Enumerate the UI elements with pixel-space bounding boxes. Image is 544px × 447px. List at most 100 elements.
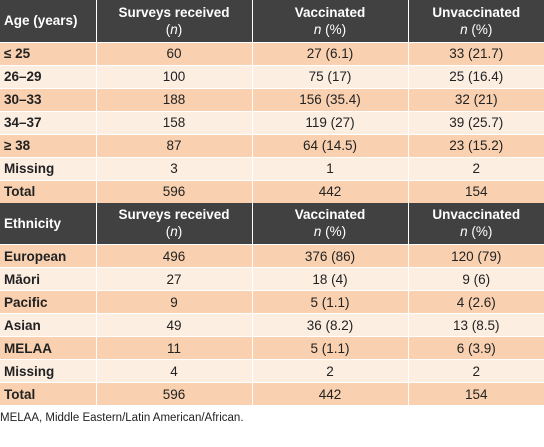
cell-unvaccinated: 39 (25.7): [407, 110, 544, 134]
cell-received: 87: [95, 133, 252, 157]
header-subtitle-suffix: (%): [321, 224, 347, 240]
cell-unvaccinated: 9 (6): [407, 267, 544, 291]
ethnicity-header-cell: Surveys received (n): [95, 202, 252, 245]
cell-unvaccinated: 2: [407, 359, 544, 383]
header-subtitle: n (%): [413, 223, 541, 240]
header-title: Age (years): [4, 13, 78, 29]
table-row: 26–29 100 75 (17) 25 (16.4): [0, 64, 544, 88]
header-subtitle-suffix: ): [177, 21, 183, 37]
footnote: MELAA, Middle Eastern/Latin American/Afr…: [0, 412, 244, 424]
cell-vaccinated: 376 (86): [251, 244, 408, 268]
age-header-cell: Unvaccinated n (%): [407, 0, 544, 42]
cell-received: 188: [95, 87, 252, 111]
header-title: Unvaccinated: [432, 207, 521, 223]
survey-table: Age (years) Surveys received (n) Vaccinated…: [0, 0, 544, 405]
header-title: Vaccinated: [294, 207, 366, 223]
ethnicity-header-cell: Vaccinated n (%): [251, 202, 408, 245]
row-label: ≥ 38: [0, 133, 96, 157]
table-row: 30–33 188 156 (35.4) 32 (21): [0, 87, 544, 111]
cell-vaccinated: 156 (35.4): [251, 87, 408, 111]
table-row: Total 596 442 154: [0, 179, 544, 203]
cell-received: 11: [95, 336, 252, 360]
table-row: Pacific 9 5 (1.1) 4 (2.6): [0, 290, 544, 314]
header-title: Surveys received: [118, 4, 230, 20]
header-subtitle-suffix: (%): [321, 21, 347, 37]
cell-unvaccinated: 120 (79): [407, 244, 544, 268]
cell-vaccinated: 5 (1.1): [251, 336, 408, 360]
header-title: Surveys received: [118, 207, 230, 223]
table-row: Total 596 442 154: [0, 382, 544, 405]
cell-vaccinated: 18 (4): [251, 267, 408, 291]
header-subtitle-suffix: (%): [467, 21, 493, 37]
ethnicity-header-row: Ethnicity Surveys received (n) Vaccinated n …: [0, 202, 544, 245]
table-row: ≤ 25 60 27 (6.1) 33 (21.7): [0, 41, 544, 65]
header-subtitle-suffix: (%): [467, 224, 493, 240]
cell-vaccinated: 1: [251, 156, 408, 180]
header-subtitle-prefix: (: [165, 224, 171, 240]
table-row: MELAA 11 5 (1.1) 6 (3.9): [0, 336, 544, 360]
age-header-cell: Vaccinated n (%): [251, 0, 408, 42]
age-header-row: Age (years) Surveys received (n) Vaccinated…: [0, 0, 544, 42]
cell-vaccinated: 442: [251, 179, 408, 203]
cell-unvaccinated: 13 (8.5): [407, 313, 544, 337]
row-label: Total: [0, 179, 96, 203]
header-subtitle-suffix: ): [177, 224, 183, 240]
cell-vaccinated: 119 (27): [251, 110, 408, 134]
cell-vaccinated: 2: [251, 359, 408, 383]
header-subtitle-n: n: [313, 224, 322, 240]
cell-received: 596: [95, 179, 252, 203]
header-subtitle-n: n: [170, 224, 178, 240]
cell-unvaccinated: 23 (15.2): [407, 133, 544, 157]
cell-vaccinated: 75 (17): [251, 64, 408, 88]
cell-vaccinated: 64 (14.5): [251, 133, 408, 157]
cell-unvaccinated: 154: [407, 179, 544, 203]
cell-unvaccinated: 33 (21.7): [407, 41, 544, 65]
cell-received: 60: [95, 41, 252, 65]
cell-received: 49: [95, 313, 252, 337]
row-label: 34–37: [0, 110, 96, 134]
header-subtitle-n: n: [170, 21, 178, 37]
header-subtitle-prefix: (: [165, 21, 171, 37]
header-subtitle-n: n: [313, 21, 322, 37]
cell-received: 9: [95, 290, 252, 314]
header-subtitle-n: n: [460, 224, 468, 240]
cell-vaccinated: 5 (1.1): [251, 290, 408, 314]
ethnicity-header-cell: Unvaccinated n (%): [407, 202, 544, 245]
header-subtitle: (n): [101, 21, 248, 38]
cell-received: 3: [95, 156, 252, 180]
age-header-cell: Age (years): [0, 0, 96, 42]
header-title: Vaccinated: [294, 4, 366, 20]
row-label: Missing: [0, 359, 96, 383]
cell-unvaccinated: 32 (21): [407, 87, 544, 111]
header-title: Ethnicity: [4, 215, 62, 231]
header-subtitle: n (%): [257, 21, 404, 38]
row-label: ≤ 25: [0, 41, 96, 65]
cell-unvaccinated: 6 (3.9): [407, 336, 544, 360]
table-row: ≥ 38 87 64 (14.5) 23 (15.2): [0, 133, 544, 157]
cell-unvaccinated: 25 (16.4): [407, 64, 544, 88]
age-header-cell: Surveys received (n): [95, 0, 252, 42]
cell-unvaccinated: 4 (2.6): [407, 290, 544, 314]
row-label: Asian: [0, 313, 96, 337]
table-row: 34–37 158 119 (27) 39 (25.7): [0, 110, 544, 134]
row-label: Total: [0, 382, 96, 405]
cell-received: 158: [95, 110, 252, 134]
row-label: 26–29: [0, 64, 96, 88]
header-title: Unvaccinated: [432, 4, 521, 20]
table-row: Asian 49 36 (8.2) 13 (8.5): [0, 313, 544, 337]
header-subtitle: n (%): [413, 21, 541, 38]
header-subtitle-n: n: [460, 21, 468, 37]
cell-received: 4: [95, 359, 252, 383]
cell-vaccinated: 36 (8.2): [251, 313, 408, 337]
row-label: Pacific: [0, 290, 96, 314]
cell-unvaccinated: 154: [407, 382, 544, 405]
cell-received: 496: [95, 244, 252, 268]
header-subtitle: n (%): [257, 223, 404, 240]
cell-received: 27: [95, 267, 252, 291]
cell-received: 100: [95, 64, 252, 88]
table-row: Māori 27 18 (4) 9 (6): [0, 267, 544, 291]
table-row: European 496 376 (86) 120 (79): [0, 244, 544, 268]
cell-vaccinated: 442: [251, 382, 408, 405]
cell-vaccinated: 27 (6.1): [251, 41, 408, 65]
table-row: Missing 3 1 2: [0, 156, 544, 180]
